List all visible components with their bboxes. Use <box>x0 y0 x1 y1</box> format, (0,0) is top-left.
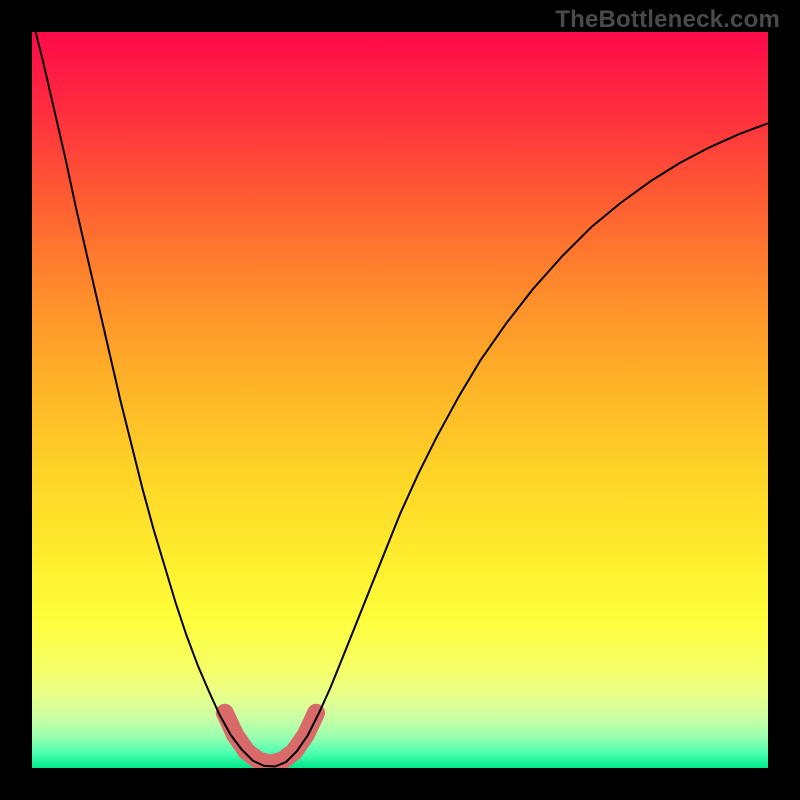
bottleneck-chart <box>0 0 800 800</box>
figure-root: { "canvas": { "width": 800, "height": 80… <box>0 0 800 800</box>
watermark-text: TheBottleneck.com <box>555 6 780 34</box>
